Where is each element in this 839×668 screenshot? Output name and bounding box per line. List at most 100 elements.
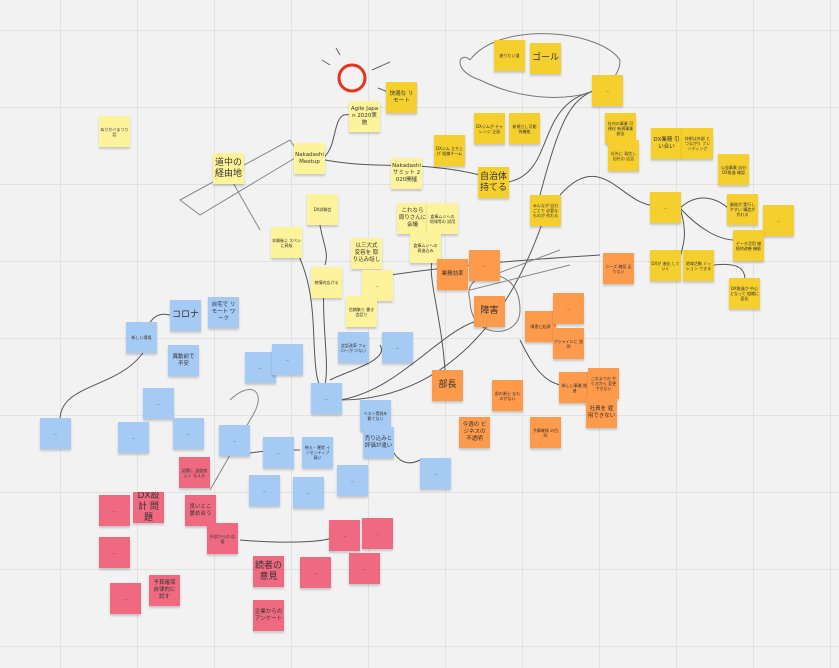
sticky-note-pink[interactable]: DX設計 問題 bbox=[133, 492, 164, 523]
sticky-note-light-yellow[interactable]: 信頼集り 書き会話り bbox=[346, 296, 377, 327]
sticky-note-light-yellow[interactable]: … bbox=[362, 270, 393, 301]
sticky-note-gold[interactable]: … bbox=[650, 192, 681, 223]
sticky-note-gold[interactable]: 社外に 発信し 自社の 広告 bbox=[608, 140, 639, 171]
sticky-note-text: 外部からの 応援 bbox=[209, 533, 236, 544]
sticky-note-text: … bbox=[324, 396, 329, 401]
sticky-note-orange[interactable]: 新しい事業 推進 bbox=[559, 372, 590, 403]
sticky-note-pink[interactable]: … bbox=[349, 553, 380, 584]
sticky-note-pink[interactable]: … bbox=[300, 557, 331, 588]
sticky-note-gold[interactable]: 社内の事業 可視化 新規事業 創出 bbox=[605, 113, 636, 144]
sticky-note-blue[interactable]: … bbox=[40, 418, 71, 449]
sticky-note-orange[interactable]: 部の勇士 なものがない bbox=[492, 380, 523, 411]
sticky-note-blue[interactable]: 売り込みと 評価が違い bbox=[363, 427, 394, 458]
sticky-note-blue[interactable]: 会話改革 フォローが 少ない bbox=[338, 332, 369, 363]
sticky-note-light-yellow[interactable]: 倉庫ムジへの 昇進込み bbox=[410, 232, 441, 263]
sticky-note-blue[interactable]: … bbox=[311, 383, 342, 414]
sticky-note-blue[interactable]: 自宅で リモート ワーク bbox=[208, 297, 239, 328]
sticky-note-pink[interactable]: 企業からの アンケート bbox=[253, 600, 284, 631]
sticky-note-blue[interactable]: … bbox=[420, 458, 451, 489]
sticky-note-blue[interactable]: 異動前で 不安 bbox=[168, 345, 199, 376]
sticky-note-gold[interactable]: みんなが 自分ごとで 必要なものが 作れる bbox=[530, 195, 561, 226]
sticky-note-light-yellow[interactable]: 倉庫ムジへの 地域等の 試用 bbox=[427, 203, 458, 234]
sticky-note-orange[interactable]: 社員を 雇用できない bbox=[586, 397, 617, 428]
sticky-note-blue[interactable]: 新しい環境 bbox=[126, 322, 157, 353]
sticky-note-blue[interactable]: … bbox=[118, 422, 149, 453]
sticky-note-text: 新しい環境 bbox=[131, 335, 152, 340]
sticky-note-light-yellow[interactable]: これなら 周りさんに 会議 bbox=[397, 203, 428, 234]
sticky-note-light-yellow[interactable]: Nakadashi サミット 2020開催 bbox=[391, 158, 422, 189]
sticky-note-orange[interactable]: 障害 bbox=[474, 296, 505, 327]
sticky-note-orange[interactable]: アジャイルに 説明 bbox=[553, 328, 584, 359]
sticky-note-pink[interactable]: 予算確保 自律的に 試す bbox=[149, 575, 180, 606]
sticky-note-text: ぬりかべまつり 話 bbox=[100, 126, 129, 137]
sticky-note-pink[interactable]: 読者の 意見 bbox=[253, 556, 284, 587]
sticky-note-orange[interactable]: … bbox=[469, 250, 500, 281]
sticky-note-text: コロナ bbox=[171, 310, 199, 321]
sticky-note-blue[interactable]: … bbox=[272, 344, 303, 375]
sticky-note-blue[interactable]: … bbox=[337, 465, 368, 496]
sticky-note-pink[interactable]: … bbox=[99, 495, 130, 526]
sticky-note-blue[interactable]: … bbox=[293, 477, 324, 508]
sticky-note-orange[interactable]: これまでの やり方から 変更できない bbox=[588, 368, 619, 399]
sticky-note-orange[interactable]: ニーズ 確認 足りない bbox=[603, 253, 634, 284]
sticky-note-gold[interactable]: DXジム 立ち上げ 組織チーム bbox=[434, 135, 465, 166]
sticky-note-blue[interactable]: … bbox=[143, 388, 174, 419]
sticky-note-light-yellow[interactable]: 感情的広げる bbox=[311, 267, 342, 298]
sticky-note-blue[interactable]: コロナ bbox=[170, 300, 201, 331]
sticky-note-light-yellow[interactable]: Nakadashi Meetup bbox=[294, 143, 325, 174]
sticky-note-blue[interactable]: … bbox=[249, 475, 280, 506]
sticky-note-text: 社内の事業 可視化 新規事業 創出 bbox=[607, 121, 634, 136]
sticky-note-gold[interactable]: DXが 進化 して いく bbox=[650, 250, 681, 281]
sticky-note-pink[interactable]: … bbox=[99, 537, 130, 568]
sticky-note-orange[interactable]: 業務効率 bbox=[437, 259, 468, 290]
sticky-note-blue[interactable]: 抱え・運営 インセンティブ 弱い bbox=[302, 437, 333, 468]
sticky-note-blue[interactable]: … bbox=[219, 425, 250, 456]
sticky-note-gold[interactable]: DX業務 引い合い bbox=[651, 128, 682, 159]
sticky-note-text: 会話改革 フォローが 少ない bbox=[340, 342, 367, 353]
sticky-note-light-yellow[interactable]: Agile Japan 2020実施 bbox=[349, 101, 380, 132]
sticky-note-light-yellow[interactable]: 本開催よ スペシに昇級 bbox=[271, 227, 302, 258]
sticky-note-blue[interactable]: … bbox=[263, 437, 294, 468]
sticky-note-orange[interactable]: 予算確保 の目的 bbox=[530, 417, 561, 448]
sticky-note-light-yellow[interactable]: DX試験会 bbox=[307, 194, 338, 225]
sticky-note-gold[interactable]: データ活用 継続的改善 機能 bbox=[733, 230, 764, 261]
sticky-note-light-yellow[interactable]: ぬりかべまつり 話 bbox=[99, 116, 130, 147]
sticky-note-orange[interactable]: 障害と起源 bbox=[525, 311, 556, 342]
sticky-note-orange[interactable]: 今週の ビジネスの 不透明 bbox=[459, 417, 490, 448]
sticky-note-gold[interactable]: 快適な リモート bbox=[386, 82, 417, 113]
sticky-note-gold[interactable]: 公益事業 自分 DX推進 確認 bbox=[718, 154, 749, 185]
sticky-note-blue[interactable]: … bbox=[245, 352, 276, 383]
sticky-note-text: 新しい事業 推進 bbox=[561, 382, 588, 393]
sticky-note-light-yellow[interactable]: 以三大式 変容を 取り込み話し bbox=[351, 238, 382, 269]
sticky-note-text: … bbox=[131, 435, 136, 440]
sticky-note-text: … bbox=[262, 488, 267, 493]
sticky-note-pink[interactable]: … bbox=[110, 583, 141, 614]
sticky-note-pink[interactable]: 話題し 温度感よく 伝える bbox=[179, 457, 210, 488]
sticky-note-gold[interactable]: ゴール bbox=[530, 43, 561, 74]
sticky-note-gold[interactable]: 自治体 持てる bbox=[478, 167, 509, 198]
sticky-note-pink[interactable]: … bbox=[362, 518, 393, 549]
sticky-note-gold[interactable]: 新規立し可能 何機能 bbox=[509, 113, 540, 144]
sticky-note-orange[interactable]: 部長 bbox=[432, 370, 463, 401]
sticky-note-light-yellow[interactable]: 道中の 経由地 bbox=[213, 153, 244, 184]
sticky-note-gold[interactable]: 業務が 実行しやすい 構造が作れる bbox=[727, 194, 758, 225]
sticky-note-blue[interactable]: … bbox=[382, 332, 413, 363]
sticky-note-gold[interactable]: … bbox=[763, 205, 794, 236]
sticky-note-gold[interactable]: 座りたい道 bbox=[494, 40, 525, 71]
sticky-note-text: 座りたい道 bbox=[499, 53, 520, 58]
sticky-note-text: 今週の ビジネスの 不透明 bbox=[462, 422, 487, 442]
sticky-note-text: 新規立し可能 何機能 bbox=[512, 123, 537, 134]
sticky-note-gold[interactable]: DXジムが チャレンジ 企画 bbox=[474, 113, 505, 144]
sticky-note-gold[interactable]: 地域活動 ミッション できる bbox=[683, 250, 714, 281]
sticky-note-pink[interactable]: 良いとこ 褒め合う bbox=[185, 495, 216, 526]
sticky-note-pink[interactable]: 外部からの 応援 bbox=[207, 523, 238, 554]
sticky-note-gold[interactable]: DX推進が 中心となって 組織に変化 bbox=[729, 278, 760, 309]
sticky-note-blue[interactable]: … bbox=[173, 418, 204, 449]
sticky-note-pink[interactable]: … bbox=[329, 520, 360, 551]
sticky-note-gold[interactable]: … bbox=[592, 75, 623, 106]
sticky-note-blue[interactable]: ベスト実践を 観てない bbox=[360, 400, 391, 431]
sticky-note-gold[interactable]: 技術は外部 とつながり ブレンディング bbox=[682, 128, 713, 159]
sticky-note-text: 業務が 実行しやすい 構造が作れる bbox=[729, 202, 756, 217]
sticky-note-orange[interactable]: … bbox=[553, 293, 584, 324]
sun-scribble bbox=[337, 63, 367, 93]
